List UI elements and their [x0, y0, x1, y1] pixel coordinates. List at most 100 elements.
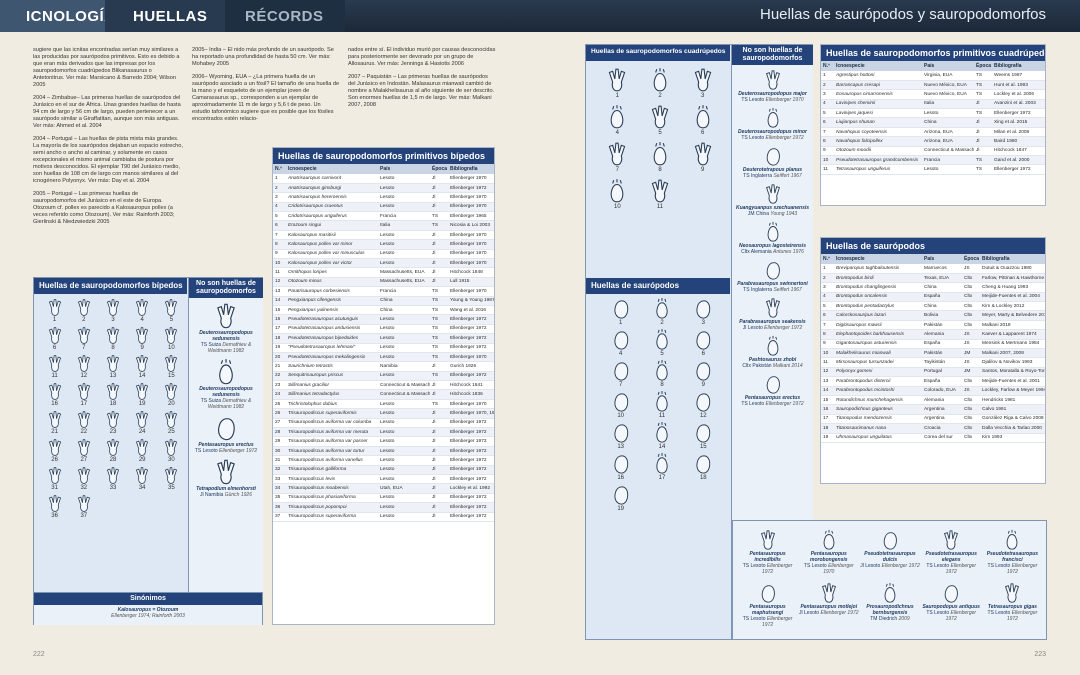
row-number: 37: [273, 512, 286, 522]
row-number: 5: [821, 301, 834, 312]
ichnospecies: Brontopodus birdi: [834, 273, 922, 284]
bibliography: Ellenberger 1972: [448, 446, 494, 457]
epoch: Jl: [430, 202, 448, 213]
col-header-epoch: Época: [430, 164, 448, 174]
footprint-number: 11: [656, 204, 664, 210]
row-number: 36: [273, 502, 286, 513]
footprint-icon: [696, 300, 711, 319]
footprint-icon: [944, 585, 959, 603]
footprint-number: 8: [660, 382, 664, 388]
footprint-icon: [136, 467, 149, 484]
table-row: 17 Pseudotetrasauropus andusiensis Lesoto T…: [273, 324, 494, 335]
row-number: 3: [273, 192, 286, 203]
bibliography: Kim 1993: [980, 433, 1045, 443]
epoch: Cltx: [962, 414, 980, 425]
synonym-entry: Kalosauropus = Otozoum Ellenberger 1974;…: [34, 607, 262, 619]
footprint-icon: [217, 303, 235, 329]
bibliography: Lockley, Farlow & Meyer 1994: [980, 386, 1045, 396]
ichnospecies-name: Pentasauropus erectus: [198, 442, 254, 448]
row-number: 27: [273, 418, 286, 429]
bibliography: Ellenberger 1972: [448, 324, 494, 335]
footprint-item: 13: [98, 354, 127, 380]
epoch-country: TS Lesoto: [194, 448, 218, 454]
footprint-icon: [77, 383, 90, 400]
footprint-icon: [77, 355, 90, 372]
country: Lesoto: [378, 436, 430, 447]
footprint-item: 22: [69, 410, 98, 436]
table-row: 7 Kalosauropus masitisii Lesoto Jl Ellenberg…: [273, 230, 494, 241]
footprint-icon: [767, 221, 778, 242]
row-number: 11: [821, 164, 834, 175]
country: Lesoto: [378, 465, 430, 476]
footprint-item: 2: [641, 297, 682, 327]
table-row: 3 Eosauropus cimarronensis Nuevo México, E…: [821, 89, 1045, 100]
bibliography: Gand et al. 2000: [992, 155, 1045, 166]
bibliography: Ellenberger 1970: [448, 258, 494, 269]
row-number: 3: [821, 89, 834, 100]
nonsauro-label: Deuterosauropodopus sedunensis TS Suiza D…: [189, 330, 263, 354]
reference: Antunes 1976: [773, 249, 804, 255]
bibliography: Cheng & Huang 1993: [980, 282, 1045, 293]
bibliography: Hitchcock 1836: [448, 389, 494, 400]
ichnospecies: Trisauropodiscus superaviforma: [286, 512, 378, 522]
epoch-country: Cltx Pakistán: [742, 363, 772, 369]
reference: Ellenberger 1972: [219, 448, 258, 454]
table-row: 23 Sillimanius gracilior Connecticut & Mas…: [273, 380, 494, 391]
row-number: 9: [273, 249, 286, 260]
footprint-icon: [136, 411, 149, 428]
epoch: Jl: [430, 512, 448, 522]
footprint-item: 31: [40, 466, 69, 492]
epoch: Jl: [430, 418, 448, 429]
footprint-icon: [165, 299, 178, 316]
tab-records[interactable]: RÉCORDS: [225, 0, 345, 32]
bibliography: Kim & Lockley 2012: [980, 301, 1045, 312]
footprint-item: 11: [40, 354, 69, 380]
footprint-icon: [823, 529, 835, 550]
footprint-icon: [218, 418, 235, 441]
footprint-icon: [760, 530, 775, 550]
footprint-number: 4: [140, 317, 144, 323]
nonsauro-label: Deuterotetrapous planus TS Inglaterra Sei…: [743, 167, 802, 179]
footprint-number: 1: [618, 320, 623, 326]
quad-tracks-title: Huellas de sauropodomorfos cuadrúpedos: [586, 45, 730, 61]
footprint-number: 27: [80, 457, 88, 463]
nonsauro-item: Pentasauropus incredibilis TS Lesoto Elle…: [737, 529, 798, 575]
footprint-icon: [883, 532, 897, 550]
bibliography: Gurich 1926: [448, 361, 494, 372]
nonsauro-label: Neosauropus lagosteirensis Cltx Alemania …: [739, 243, 806, 255]
country: Massachusetts, EUA: [378, 267, 430, 278]
ichnospecies: Malakhelisaurus mianwali: [834, 348, 922, 359]
ichnospecies: Trisauropodiscus popompoi: [286, 502, 378, 513]
footprint-item: 27: [69, 438, 98, 464]
epoch: TS: [430, 286, 448, 297]
nonsauro-item: Pentasauropus morobongensis TS Lesoto Ell…: [798, 529, 859, 575]
footprint-icon: [165, 467, 178, 484]
bibliography: Lockley et al. 2006: [992, 89, 1045, 100]
synonyms-box: Sinónimos Kalosauropus = Otozoum Ellenbe…: [34, 592, 262, 625]
epoch: Cltx: [962, 273, 980, 284]
ichnospecies-name: Parabrasauropus swinnertoni: [737, 281, 808, 287]
country: Marruecos: [922, 264, 962, 274]
bibliography: Wang et al. 2016: [448, 305, 494, 316]
col-header-epoch: Época: [974, 61, 992, 71]
footprint-number: 21: [51, 429, 58, 435]
row-number: 14: [273, 296, 286, 306]
col-header-biblio: Bibliografía: [980, 254, 1045, 264]
footprint-icon: [48, 467, 61, 484]
footprint-item: 26: [40, 438, 69, 464]
row-number: 8: [821, 329, 834, 340]
footprint-icon: [614, 486, 628, 505]
epoch-country: Jl Lesoto: [860, 563, 881, 569]
footprint-number: 8: [111, 345, 115, 351]
footprint-item: 32: [69, 466, 98, 492]
bibliography: Ellenberger 1970: [448, 192, 494, 203]
tab-huellas[interactable]: HUELLAS: [105, 0, 225, 32]
footprint-item: 24: [128, 410, 157, 436]
row-number: 18: [821, 423, 834, 434]
table-row: 35 Trisauropodiscus phasianiforma Lesoto Jl…: [273, 493, 494, 504]
footprint-icon: [165, 439, 178, 456]
synonym-ref: Ellenberger 1974; Rainforth 2003: [111, 613, 185, 619]
country: Lesoto: [378, 230, 430, 241]
ichnospecies: Anatrisauropus carnivorit: [286, 174, 378, 184]
tab-icnologia[interactable]: ICNOLOGÍA: [0, 0, 115, 32]
